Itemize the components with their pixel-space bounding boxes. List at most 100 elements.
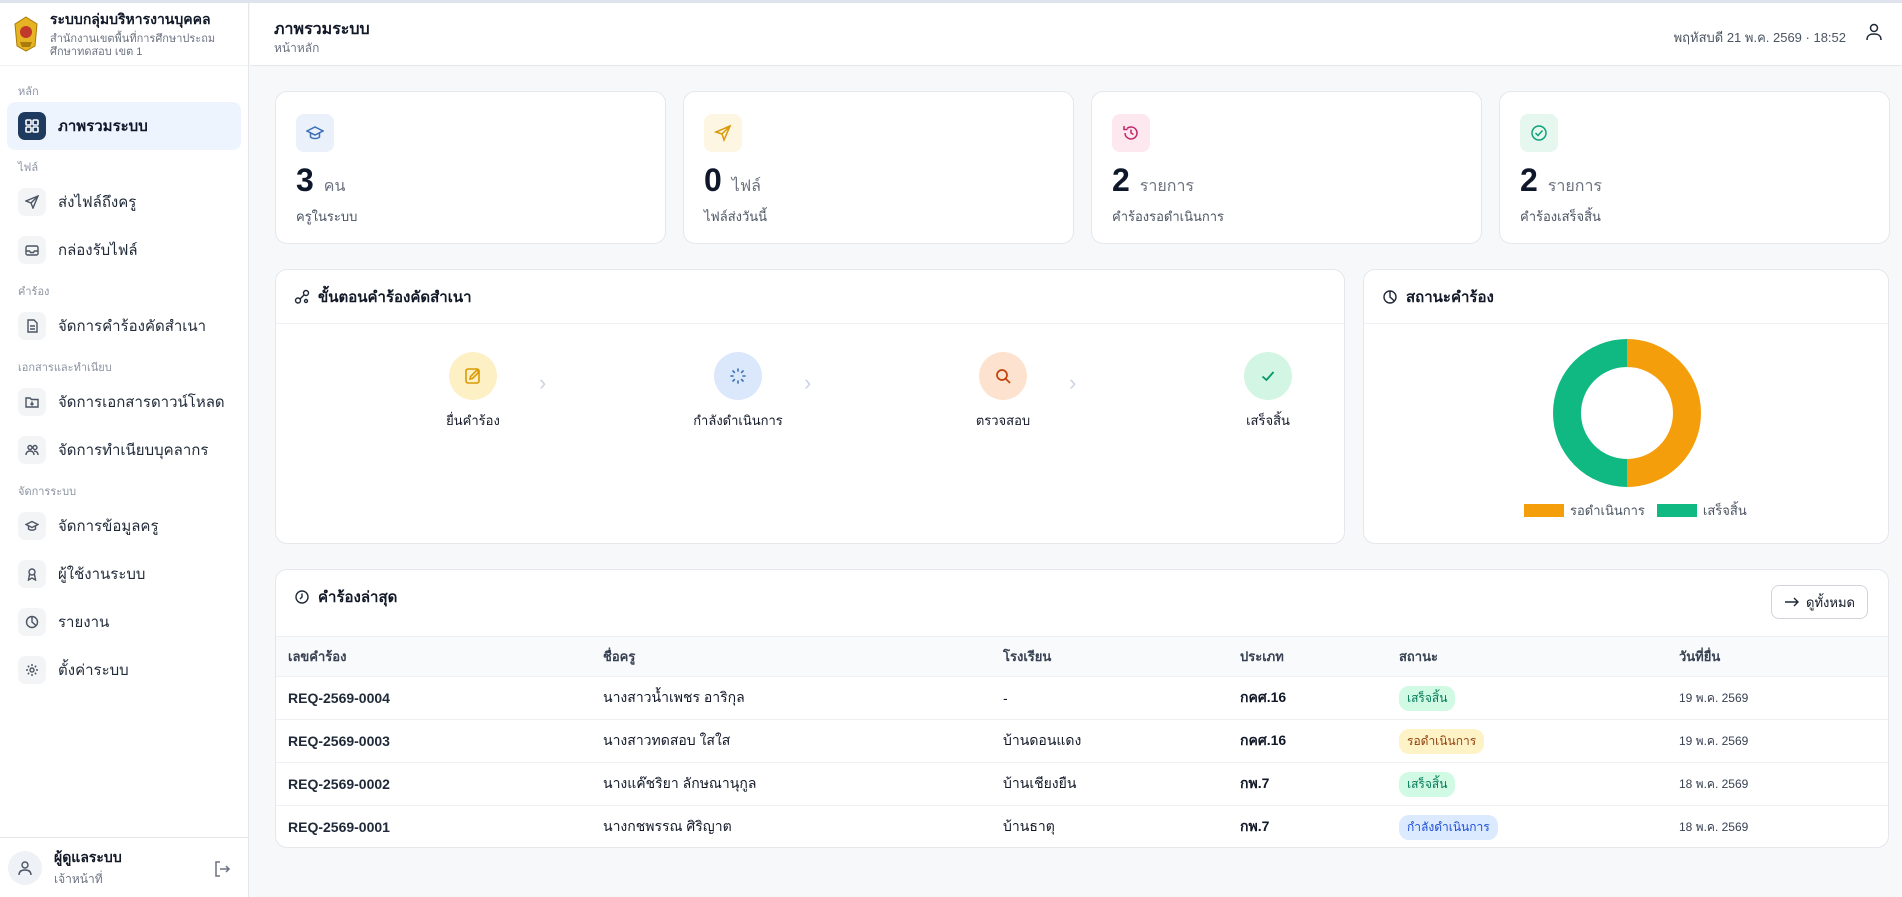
inbox-icon	[18, 236, 46, 264]
table-row[interactable]: REQ-2569-0001 นางกชพรรณ ศิริญาต บ้านธาตุ…	[276, 806, 1888, 849]
send-icon	[704, 114, 742, 152]
workflow-icon	[294, 289, 310, 304]
sidebar-item-settings[interactable]: ตั้งค่าระบบ	[7, 646, 241, 694]
process-title: ขั้นตอนคำร้องคัดสำเนา	[318, 288, 472, 306]
user-name: ผู้ดูแลระบบ	[54, 848, 122, 865]
sidebar-item-reports[interactable]: รายงาน	[7, 598, 241, 646]
nav-menu: หลัก ภาพรวมระบบ ไฟล์ ส่งไฟล์ถึงครู กล่อง…	[0, 66, 248, 694]
column-header: โรงเรียน	[991, 636, 1228, 677]
org-name: สำนักงานเขตพื้นที่การศึกษาประถมศึกษาทดสอ…	[50, 33, 216, 58]
step-label: กำลังดำเนินการ	[693, 413, 783, 428]
latest-requests-card: คำร้องล่าสุด ดูทั้งหมด เลขคำร้อง ชื่อครู…	[275, 569, 1889, 848]
current-user: ผู้ดูแลระบบ เจ้าหน้าที่	[0, 837, 249, 897]
teacher-name: นางกชพรรณ ศิริญาต	[603, 818, 732, 835]
request-id: REQ-2569-0002	[276, 762, 591, 806]
stat-label: คำร้องเสร็จสิ้น	[1520, 209, 1601, 224]
sidebar-item-overview[interactable]: ภาพรวมระบบ	[7, 102, 241, 150]
stat-unit: รายการ	[1547, 178, 1603, 195]
donut-slice-1	[1553, 339, 1628, 487]
sidebar-item-label: ส่งไฟล์ถึงครู	[58, 194, 137, 211]
top-header: ภาพรวมระบบ หน้าหลัก พฤหัสบดี 21 พ.ค. 256…	[250, 3, 1902, 66]
submit-date: 18 พ.ค. 2569	[1679, 819, 1749, 834]
table-row[interactable]: REQ-2569-0002 นางแค๊ชริยา ลักษณานุกูล บ้…	[276, 762, 1888, 806]
breadcrumb: หน้าหลัก	[274, 41, 320, 55]
column-header: สถานะ	[1387, 636, 1667, 677]
nav-section-docs: เอกสารและทำเนียบ	[18, 362, 112, 374]
request-type: กคศ.16	[1228, 676, 1387, 720]
history-icon	[1112, 114, 1150, 152]
stat-value: 3	[296, 162, 314, 198]
column-header: วันที่ยื่น	[1667, 636, 1888, 677]
legend-item-done: เสร็จสิ้น	[1656, 500, 1747, 521]
donut-slice-0	[1626, 339, 1701, 487]
request-id: REQ-2569-0001	[288, 819, 390, 836]
status-badge: เสร็จสิ้น	[1399, 685, 1456, 711]
status-donut-chart	[1553, 339, 1701, 487]
stat-unit: รายการ	[1139, 178, 1195, 195]
process-step-done: เสร็จสิ้น	[1188, 352, 1348, 431]
user-role: เจ้าหน้าที่	[54, 871, 103, 886]
request-type: กพ.7	[1228, 762, 1387, 806]
legend-swatch	[1656, 504, 1697, 517]
table-row[interactable]: REQ-2569-0003 นางสาวทดสอบ ใสใส บ้านดอนแด…	[276, 719, 1888, 763]
loader-icon	[714, 352, 762, 400]
sidebar-item-download-docs[interactable]: จัดการเอกสารดาวน์โหลด	[7, 378, 241, 426]
sidebar-item-personnel[interactable]: จัดการทำเนียบบุคลากร	[7, 426, 241, 474]
request-id: REQ-2569-0004	[276, 676, 591, 720]
sidebar-item-teachers[interactable]: จัดการข้อมูลครู	[7, 502, 241, 550]
chevron-right-icon: ›	[1069, 370, 1077, 395]
school-name: บ้านธาตุ	[1003, 818, 1055, 835]
status-title: สถานะคำร้อง	[1406, 288, 1494, 306]
sidebar-item-users[interactable]: ผู้ใช้งานระบบ	[7, 550, 241, 598]
current-datetime: พฤหัสบดี 21 พ.ค. 2569 · 18:52	[1673, 30, 1846, 45]
stat-label: ไฟล์ส่งวันนี้	[704, 209, 768, 224]
pie-chart-icon	[1383, 289, 1397, 304]
stat-card-teachers: 3 คน ครูในระบบ	[275, 91, 666, 244]
submit-date: 19 พ.ค. 2569	[1667, 719, 1888, 763]
status-card: สถานะคำร้อง รอดำเนินการ เสร็จสิ้น	[1363, 269, 1889, 544]
nav-section-files: ไฟล์	[18, 162, 39, 174]
emblem-logo-icon	[14, 16, 38, 52]
sidebar-item-label: จัดการข้อมูลครู	[58, 518, 159, 535]
sidebar-item-copy-requests[interactable]: จัดการคำร้องคัดสำเนา	[7, 302, 241, 350]
latest-title: คำร้องล่าสุด	[318, 589, 398, 606]
teacher-name: นางสาวทดสอบ ใสใส	[591, 719, 991, 763]
column-header: ประเภท	[1228, 636, 1387, 677]
request-type: กคศ.16	[1228, 719, 1387, 763]
status-badge: เสร็จสิ้น	[1399, 771, 1456, 797]
view-all-label: ดูทั้งหมด	[1806, 594, 1855, 610]
sidebar-item-label: ตั้งค่าระบบ	[58, 662, 129, 679]
legend-swatch	[1524, 504, 1564, 517]
folder-download-icon	[18, 388, 46, 416]
request-type: กพ.7	[1240, 818, 1270, 835]
view-all-button[interactable]: ดูทั้งหมด	[1771, 585, 1868, 619]
user-profile-icon[interactable]	[1864, 22, 1884, 42]
process-step-submit: ยื่นคำร้อง	[393, 352, 553, 431]
arrow-right-icon	[1785, 597, 1800, 607]
top-accent-line	[0, 0, 1902, 3]
status-badge: กำลังดำเนินการ	[1399, 814, 1498, 840]
sidebar: ระบบกลุ่มบริหารงานบุคคล สำนักงานเขตพื้นท…	[0, 3, 249, 897]
logout-icon[interactable]	[213, 860, 231, 878]
stat-card-files-today: 0 ไฟล์ ไฟล์ส่งวันนี้	[683, 91, 1074, 244]
document-icon	[18, 312, 46, 340]
sidebar-item-label: จัดการคำร้องคัดสำเนา	[58, 318, 207, 335]
school-name: บ้านเชียงยืน	[991, 762, 1228, 806]
graduation-cap-icon	[18, 512, 46, 540]
graduation-cap-icon	[296, 114, 334, 152]
table-row[interactable]: REQ-2569-0004 นางสาวน้ำเพชร อาริกุล - กค…	[276, 676, 1888, 720]
check-circle-icon	[1520, 114, 1558, 152]
page-title: ภาพรวมระบบ	[274, 21, 370, 38]
chart-legend: รอดำเนินการ เสร็จสิ้น	[1524, 500, 1759, 521]
check-icon	[1244, 352, 1292, 400]
search-icon	[979, 352, 1027, 400]
status-badge: รอดำเนินการ	[1399, 728, 1485, 754]
teacher-name: นางสาวน้ำเพชร อาริกุล	[591, 676, 991, 720]
chevron-right-icon: ›	[804, 370, 812, 395]
sidebar-item-send-file[interactable]: ส่งไฟล์ถึงครู	[7, 178, 241, 226]
stat-value: 2	[1520, 162, 1538, 198]
sidebar-item-inbox[interactable]: กล่องรับไฟล์	[7, 226, 241, 274]
legend-label: รอดำเนินการ	[1570, 503, 1645, 518]
sidebar-item-label: กล่องรับไฟล์	[58, 242, 138, 259]
teacher-name: นางแค๊ชริยา ลักษณานุกูล	[591, 762, 991, 806]
